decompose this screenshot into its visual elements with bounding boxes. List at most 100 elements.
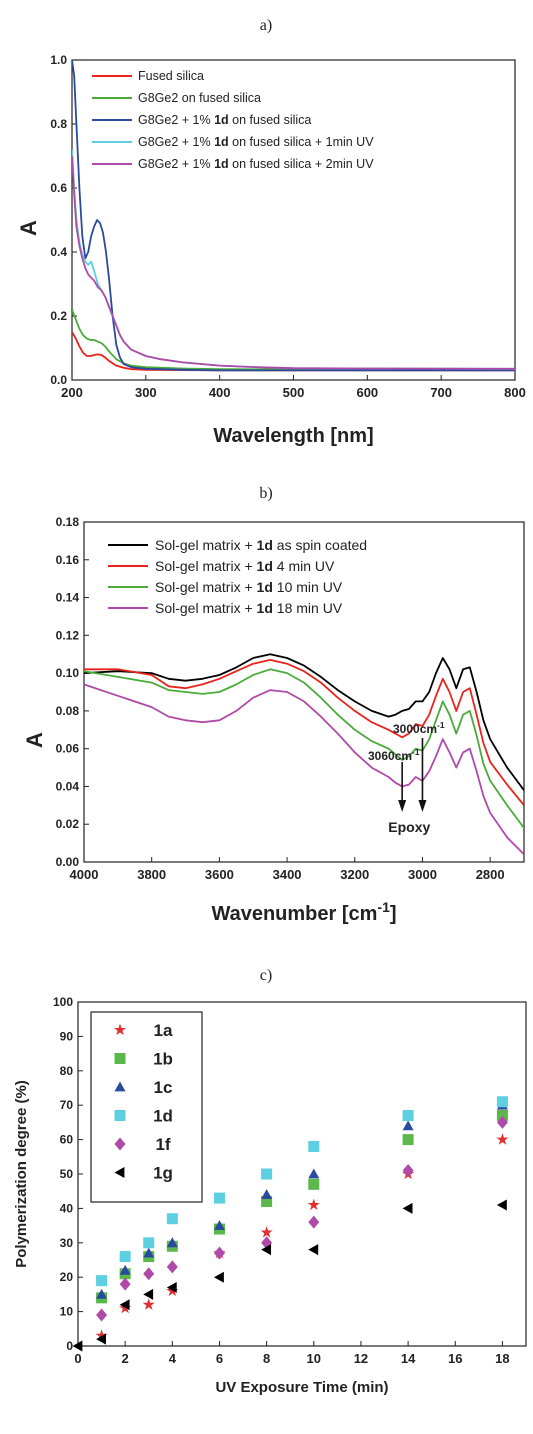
panel-label-a: a) (260, 17, 272, 34)
y-tick-label: 0.16 (56, 553, 80, 567)
series-line-1 (84, 659, 524, 806)
legend-c: 1a 1b 1c 1d 1f 1g (90, 1011, 203, 1203)
legend-entry-b-part: 1d (257, 600, 273, 616)
chart-1-axes: 4000 3800 3600 3400 3200 3000 2800 0.00 0.02 0.04… (56, 515, 525, 882)
data-point-1a (496, 1133, 509, 1145)
y-tick-label: 0.00 (56, 855, 80, 869)
chart-0-axes: 200 300 400 500 600 700 800 0.0 0.2 0.4 0.6 0.8 1.0 (50, 53, 526, 400)
data-point-1c (166, 1237, 178, 1248)
x-tick-label: 400 (209, 385, 231, 400)
legend-entry-b-part: 1d (257, 537, 273, 553)
y-tick-label: 80 (60, 1064, 74, 1078)
chart-2-points (72, 1096, 509, 1352)
legend-entry-a-part: 1d (214, 135, 229, 149)
data-point-1g (213, 1271, 224, 1283)
legend-entry-b-part: as spin coated (273, 537, 367, 553)
series-line-3 (84, 683, 524, 856)
legend-entry-a: G8Ge2 + 1% 1d on fused silica (138, 113, 311, 127)
y-tick-label: 20 (60, 1270, 74, 1284)
x-tick-label: 2800 (476, 867, 505, 882)
x-axis-label-b-part: ] (390, 903, 397, 925)
data-point-1a (142, 1298, 155, 1310)
x-tick-label: 3400 (273, 867, 302, 882)
legend-entry-b: Sol-gel matrix + 1d 18 min UV (155, 600, 343, 616)
legend-entry-a-part: on fused silica + 1min UV (229, 135, 375, 149)
y-tick-label: 90 (60, 1029, 74, 1043)
series-line-1 (72, 309, 515, 371)
series-line-3 (72, 149, 515, 370)
legend-a: Fused silica G8Ge2 on fused silica G8Ge2 +… (92, 69, 374, 171)
legend-entry-c: 1d (153, 1107, 173, 1126)
series-line-2 (84, 668, 524, 829)
legend-entry-b-part: 18 min UV (273, 600, 343, 616)
legend-entry-c: 1f (155, 1135, 170, 1154)
annotation-3000-part: -1 (437, 720, 445, 730)
data-point-1a (260, 1226, 273, 1238)
legend-marker (114, 1081, 126, 1092)
chart-0-series (72, 60, 515, 372)
legend-entry-a-part: G8Ge2 + 1% (138, 157, 214, 171)
x-tick-label: 800 (504, 385, 526, 400)
legend-marker (114, 1023, 126, 1036)
panel-label-c: c) (260, 967, 272, 984)
chart-2-axes: 0 2 4 6 8 10 12 14 16 18 0 10 20 30 40 50 60 70 80 90 100 (53, 995, 527, 1366)
y-tick-label: 0.6 (50, 181, 67, 195)
legend-entry-c: 1b (153, 1050, 173, 1069)
data-point-1f (143, 1267, 155, 1281)
y-axis-label-c: Polymerization degree (%) (13, 1080, 30, 1268)
legend-b: Sol-gel matrix + 1d as spin coated Sol-ge… (108, 537, 367, 616)
legend-entry-a-part: G8Ge2 + 1% (138, 113, 214, 127)
data-point-1f (166, 1260, 178, 1274)
data-point-1b (308, 1178, 320, 1190)
data-point-1f (308, 1215, 320, 1229)
data-point-1g (402, 1202, 413, 1214)
data-point-1f (119, 1277, 131, 1291)
legend-entry-b-part: Sol-gel matrix + (155, 600, 257, 616)
x-tick-label: 0 (74, 1351, 81, 1366)
data-point-1b (496, 1110, 508, 1122)
legend-marker (114, 1053, 126, 1064)
y-tick-label: 0.08 (56, 704, 80, 718)
legend-entry-a-part: G8Ge2 on fused silica (138, 91, 261, 105)
data-point-1d (143, 1237, 155, 1249)
x-tick-label: 500 (283, 385, 305, 400)
data-point-1g (96, 1333, 106, 1345)
y-tick-label: 0.02 (56, 817, 80, 831)
x-tick-label: 10 (307, 1351, 321, 1366)
data-point-1g (261, 1244, 272, 1256)
data-point-1c (119, 1264, 131, 1275)
data-point-1c (402, 1120, 414, 1131)
legend-entry-b-part: 4 min UV (273, 558, 335, 574)
annotation-3060: 3060cm-1 (368, 747, 420, 763)
data-point-1d (166, 1213, 178, 1225)
data-point-1c (308, 1168, 320, 1179)
legend-entry-a: G8Ge2 on fused silica (138, 91, 261, 105)
data-point-1c (143, 1247, 155, 1258)
legend-entry-b: Sol-gel matrix + 1d 4 min UV (155, 558, 335, 574)
x-axis-label-b: Wavenumber [cm-1] (211, 899, 396, 925)
legend-entry-a: G8Ge2 + 1% 1d on fused silica + 2min UV (138, 157, 374, 171)
legend-entry-b: Sol-gel matrix + 1d 10 min UV (155, 579, 343, 595)
legend-marker (114, 1137, 126, 1151)
annotation-3000: 3000cm-1 (393, 720, 445, 736)
x-tick-label: 12 (354, 1351, 368, 1366)
legend-entry-a-part: Fused silica (138, 69, 204, 83)
x-tick-label: 700 (430, 385, 452, 400)
data-point-1d (119, 1251, 131, 1263)
x-axis-label-a: Wavelength [nm] (213, 425, 373, 447)
data-point-1d (261, 1168, 273, 1180)
data-point-1g (308, 1244, 319, 1256)
y-tick-label: 0.06 (56, 742, 80, 756)
data-point-1d (496, 1096, 508, 1108)
y-tick-label: 70 (60, 1098, 74, 1112)
annotation-3000-part: 3000cm (393, 722, 437, 736)
y-tick-label: 0.10 (56, 666, 80, 680)
legend-entry-c: 1a (154, 1021, 173, 1040)
y-tick-label: 0.8 (50, 117, 67, 131)
annotation-arrow-head (398, 800, 407, 812)
annotation-arrow-head (418, 800, 427, 812)
legend-marker (114, 1110, 126, 1121)
x-tick-label: 2 (122, 1351, 129, 1366)
data-point-1b (261, 1196, 273, 1208)
data-point-1g (119, 1299, 130, 1311)
